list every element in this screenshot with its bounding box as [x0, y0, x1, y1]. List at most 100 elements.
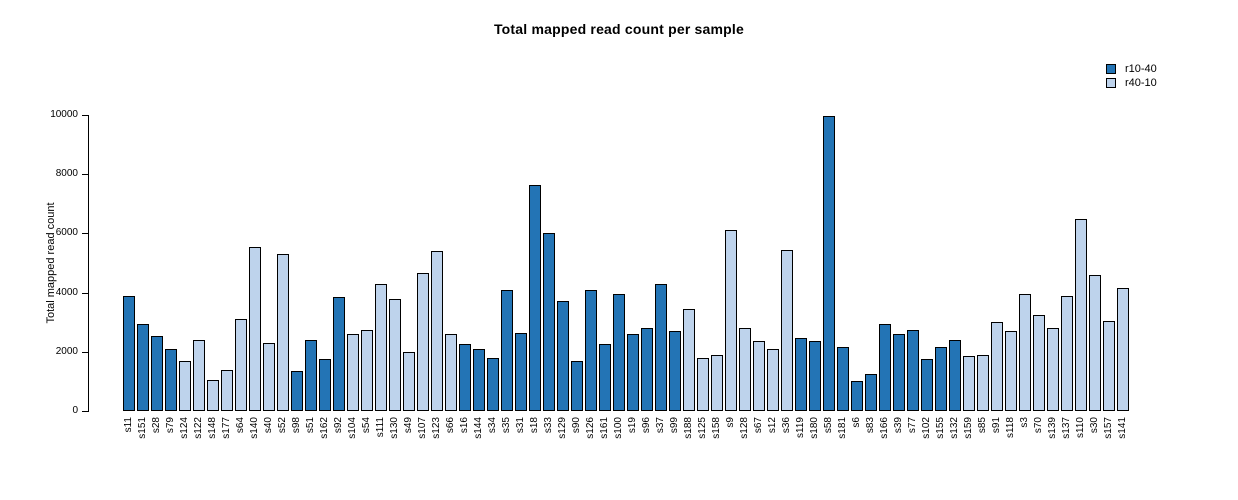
bar-s161 [599, 344, 611, 411]
bar-s128 [739, 328, 751, 411]
bar-s19 [627, 334, 639, 411]
x-tick-label-s130: s130 [389, 417, 400, 439]
x-tick-label-s107: s107 [417, 417, 428, 439]
bar-s40 [263, 343, 275, 411]
bar-s28 [151, 336, 163, 411]
y-tick-mark [82, 115, 88, 116]
x-tick-label-s58: s58 [823, 417, 834, 434]
bar-s132 [949, 340, 961, 411]
x-tick-label-s19: s19 [627, 417, 638, 434]
y-tick-label: 8000 [55, 168, 78, 179]
x-tick-label-s166: s166 [879, 417, 890, 439]
bar-s11 [123, 296, 135, 411]
bar-s30 [1089, 275, 1101, 411]
bar-s130 [389, 299, 401, 411]
bar-s37 [655, 284, 667, 411]
bar-s181 [837, 347, 849, 411]
x-tick-label-s31: s31 [515, 417, 526, 434]
x-tick-label-s122: s122 [193, 417, 204, 439]
y-tick-mark [82, 352, 88, 353]
bar-s123 [431, 251, 443, 411]
x-tick-label-s104: s104 [347, 417, 358, 439]
x-tick-label-s91: s91 [991, 417, 1002, 434]
x-tick-label-s102: s102 [921, 417, 932, 439]
bar-s77 [907, 330, 919, 411]
bar-s188 [683, 309, 695, 411]
bar-s9 [725, 230, 737, 411]
x-tick-label-s157: s157 [1103, 417, 1114, 439]
x-tick-label-s137: s137 [1061, 417, 1072, 439]
bar-s18 [529, 185, 541, 411]
bar-s36 [781, 250, 793, 411]
legend-swatch-r10-40 [1106, 64, 1116, 74]
bar-s155 [935, 347, 947, 411]
bar-s162 [319, 359, 331, 411]
x-tick-label-s125: s125 [697, 417, 708, 439]
x-tick-label-s64: s64 [235, 417, 246, 434]
bar-s49 [403, 352, 415, 411]
bar-s107 [417, 273, 429, 411]
bar-s137 [1061, 296, 1073, 411]
x-tick-label-s16: s16 [459, 417, 470, 434]
bar-s125 [697, 358, 709, 411]
bar-s70 [1033, 315, 1045, 411]
x-tick-label-s123: s123 [431, 417, 442, 439]
bar-s119 [795, 338, 807, 411]
x-tick-label-s92: s92 [333, 417, 344, 434]
x-tick-label-s155: s155 [935, 417, 946, 439]
bar-s158 [711, 355, 723, 411]
bar-s141 [1117, 288, 1129, 411]
bar-s33 [543, 233, 555, 411]
x-tick-label-s98: s98 [291, 417, 302, 434]
x-tick-label-s54: s54 [361, 417, 372, 434]
x-tick-label-s162: s162 [319, 417, 330, 439]
bar-s144 [473, 349, 485, 411]
bar-s96 [641, 328, 653, 411]
y-tick-mark [82, 293, 88, 294]
x-tick-label-s36: s36 [781, 417, 792, 434]
x-tick-label-s177: s177 [221, 417, 232, 439]
bar-s3 [1019, 294, 1031, 411]
legend-label: r40-10 [1125, 77, 1157, 89]
x-tick-label-s12: s12 [767, 417, 778, 434]
x-tick-label-s119: s119 [795, 417, 806, 438]
plot-area [123, 115, 1129, 411]
bar-s118 [1005, 331, 1017, 411]
y-tick-label: 10000 [50, 109, 78, 120]
bar-s85 [977, 355, 989, 411]
x-tick-label-s100: s100 [613, 417, 624, 439]
x-tick-label-s99: s99 [669, 417, 680, 434]
x-tick-label-s110: s110 [1075, 417, 1086, 438]
bar-s67 [753, 341, 765, 411]
y-axis-title: Total mapped read count [45, 202, 57, 324]
x-tick-label-s67: s67 [753, 417, 764, 434]
bar-s92 [333, 297, 345, 411]
x-tick-label-s111: s111 [375, 417, 386, 438]
bar-s102 [921, 359, 933, 411]
bar-s159 [963, 356, 975, 411]
x-tick-label-s3: s3 [1019, 417, 1030, 428]
bar-s83 [865, 374, 877, 411]
x-tick-label-s33: s33 [543, 417, 554, 434]
bar-s166 [879, 324, 891, 411]
x-tick-label-s35: s35 [501, 417, 512, 434]
legend-swatch-r40-10 [1106, 78, 1116, 88]
x-tick-label-s181: s181 [837, 417, 848, 439]
x-tick-label-s79: s79 [165, 417, 176, 434]
bar-s98 [291, 371, 303, 411]
bar-s151 [137, 324, 149, 411]
y-tick-mark [82, 233, 88, 234]
bar-s91 [991, 322, 1003, 411]
bar-s6 [851, 381, 863, 411]
x-tick-label-s52: s52 [277, 417, 288, 434]
bar-s157 [1103, 321, 1115, 411]
x-tick-label-s140: s140 [249, 417, 260, 439]
y-tick-label: 4000 [55, 287, 78, 298]
bar-s35 [501, 290, 513, 411]
x-tick-label-s18: s18 [529, 417, 540, 434]
bar-s99 [669, 331, 681, 411]
bar-s79 [165, 349, 177, 411]
x-tick-label-s66: s66 [445, 417, 456, 434]
bar-s177 [221, 370, 233, 411]
bar-s64 [235, 319, 247, 411]
